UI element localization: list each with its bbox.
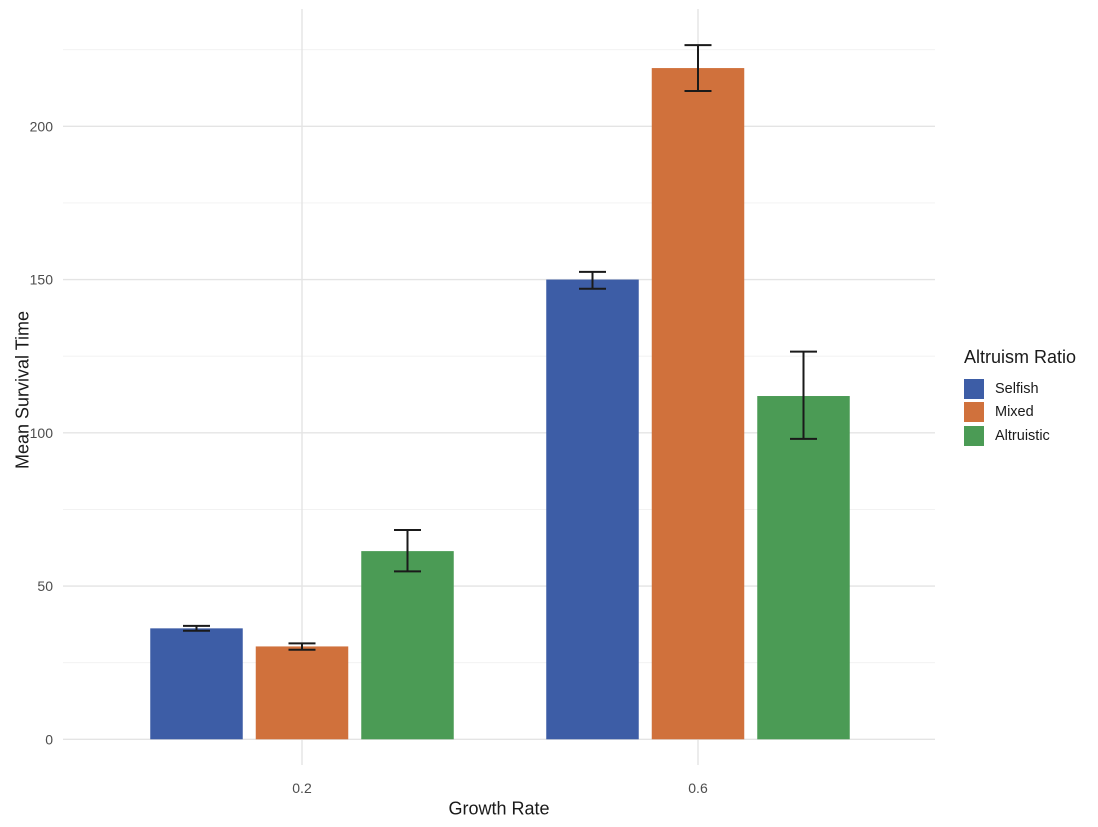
legend-item-mixed: Mixed [964, 402, 1076, 423]
bar-altruistic-0.2 [361, 551, 454, 740]
legend-label: Mixed [995, 404, 1034, 421]
x-axis-title: Growth Rate [448, 798, 550, 819]
legend-item-selfish: Selfish [964, 379, 1076, 399]
y-tick-label: 100 [30, 425, 54, 441]
legend-item-altruistic: Altruistic [964, 425, 1076, 446]
bar-altruistic-0.6 [757, 396, 850, 740]
legend-label: Selfish [995, 381, 1039, 397]
x-tick-label: 0.2 [292, 780, 312, 796]
bar-mixed-0.2 [255, 646, 349, 740]
bar-selfish-0.2 [150, 628, 243, 740]
x-tick-label: 0.6 [688, 780, 708, 796]
y-tick-label: 150 [30, 272, 54, 288]
legend: Altruism Ratio Selfish Mixed Altruistic [964, 347, 1076, 449]
legend-title: Altruism Ratio [964, 347, 1077, 367]
legend-label: Altruistic [995, 427, 1050, 444]
legend-swatch-selfish [964, 379, 984, 399]
y-tick-label: 200 [30, 118, 54, 134]
legend-swatch-mixed [964, 402, 984, 423]
y-tick-label: 0 [45, 731, 53, 747]
y-axis-title: Mean Survival Time [12, 310, 33, 470]
legend-items: Selfish Mixed Altruistic [964, 379, 1076, 446]
y-tick-label: 50 [37, 578, 53, 594]
legend-swatch-altruistic [964, 425, 984, 446]
bar-mixed-0.6 [651, 68, 745, 740]
bar-selfish-0.6 [546, 279, 639, 740]
